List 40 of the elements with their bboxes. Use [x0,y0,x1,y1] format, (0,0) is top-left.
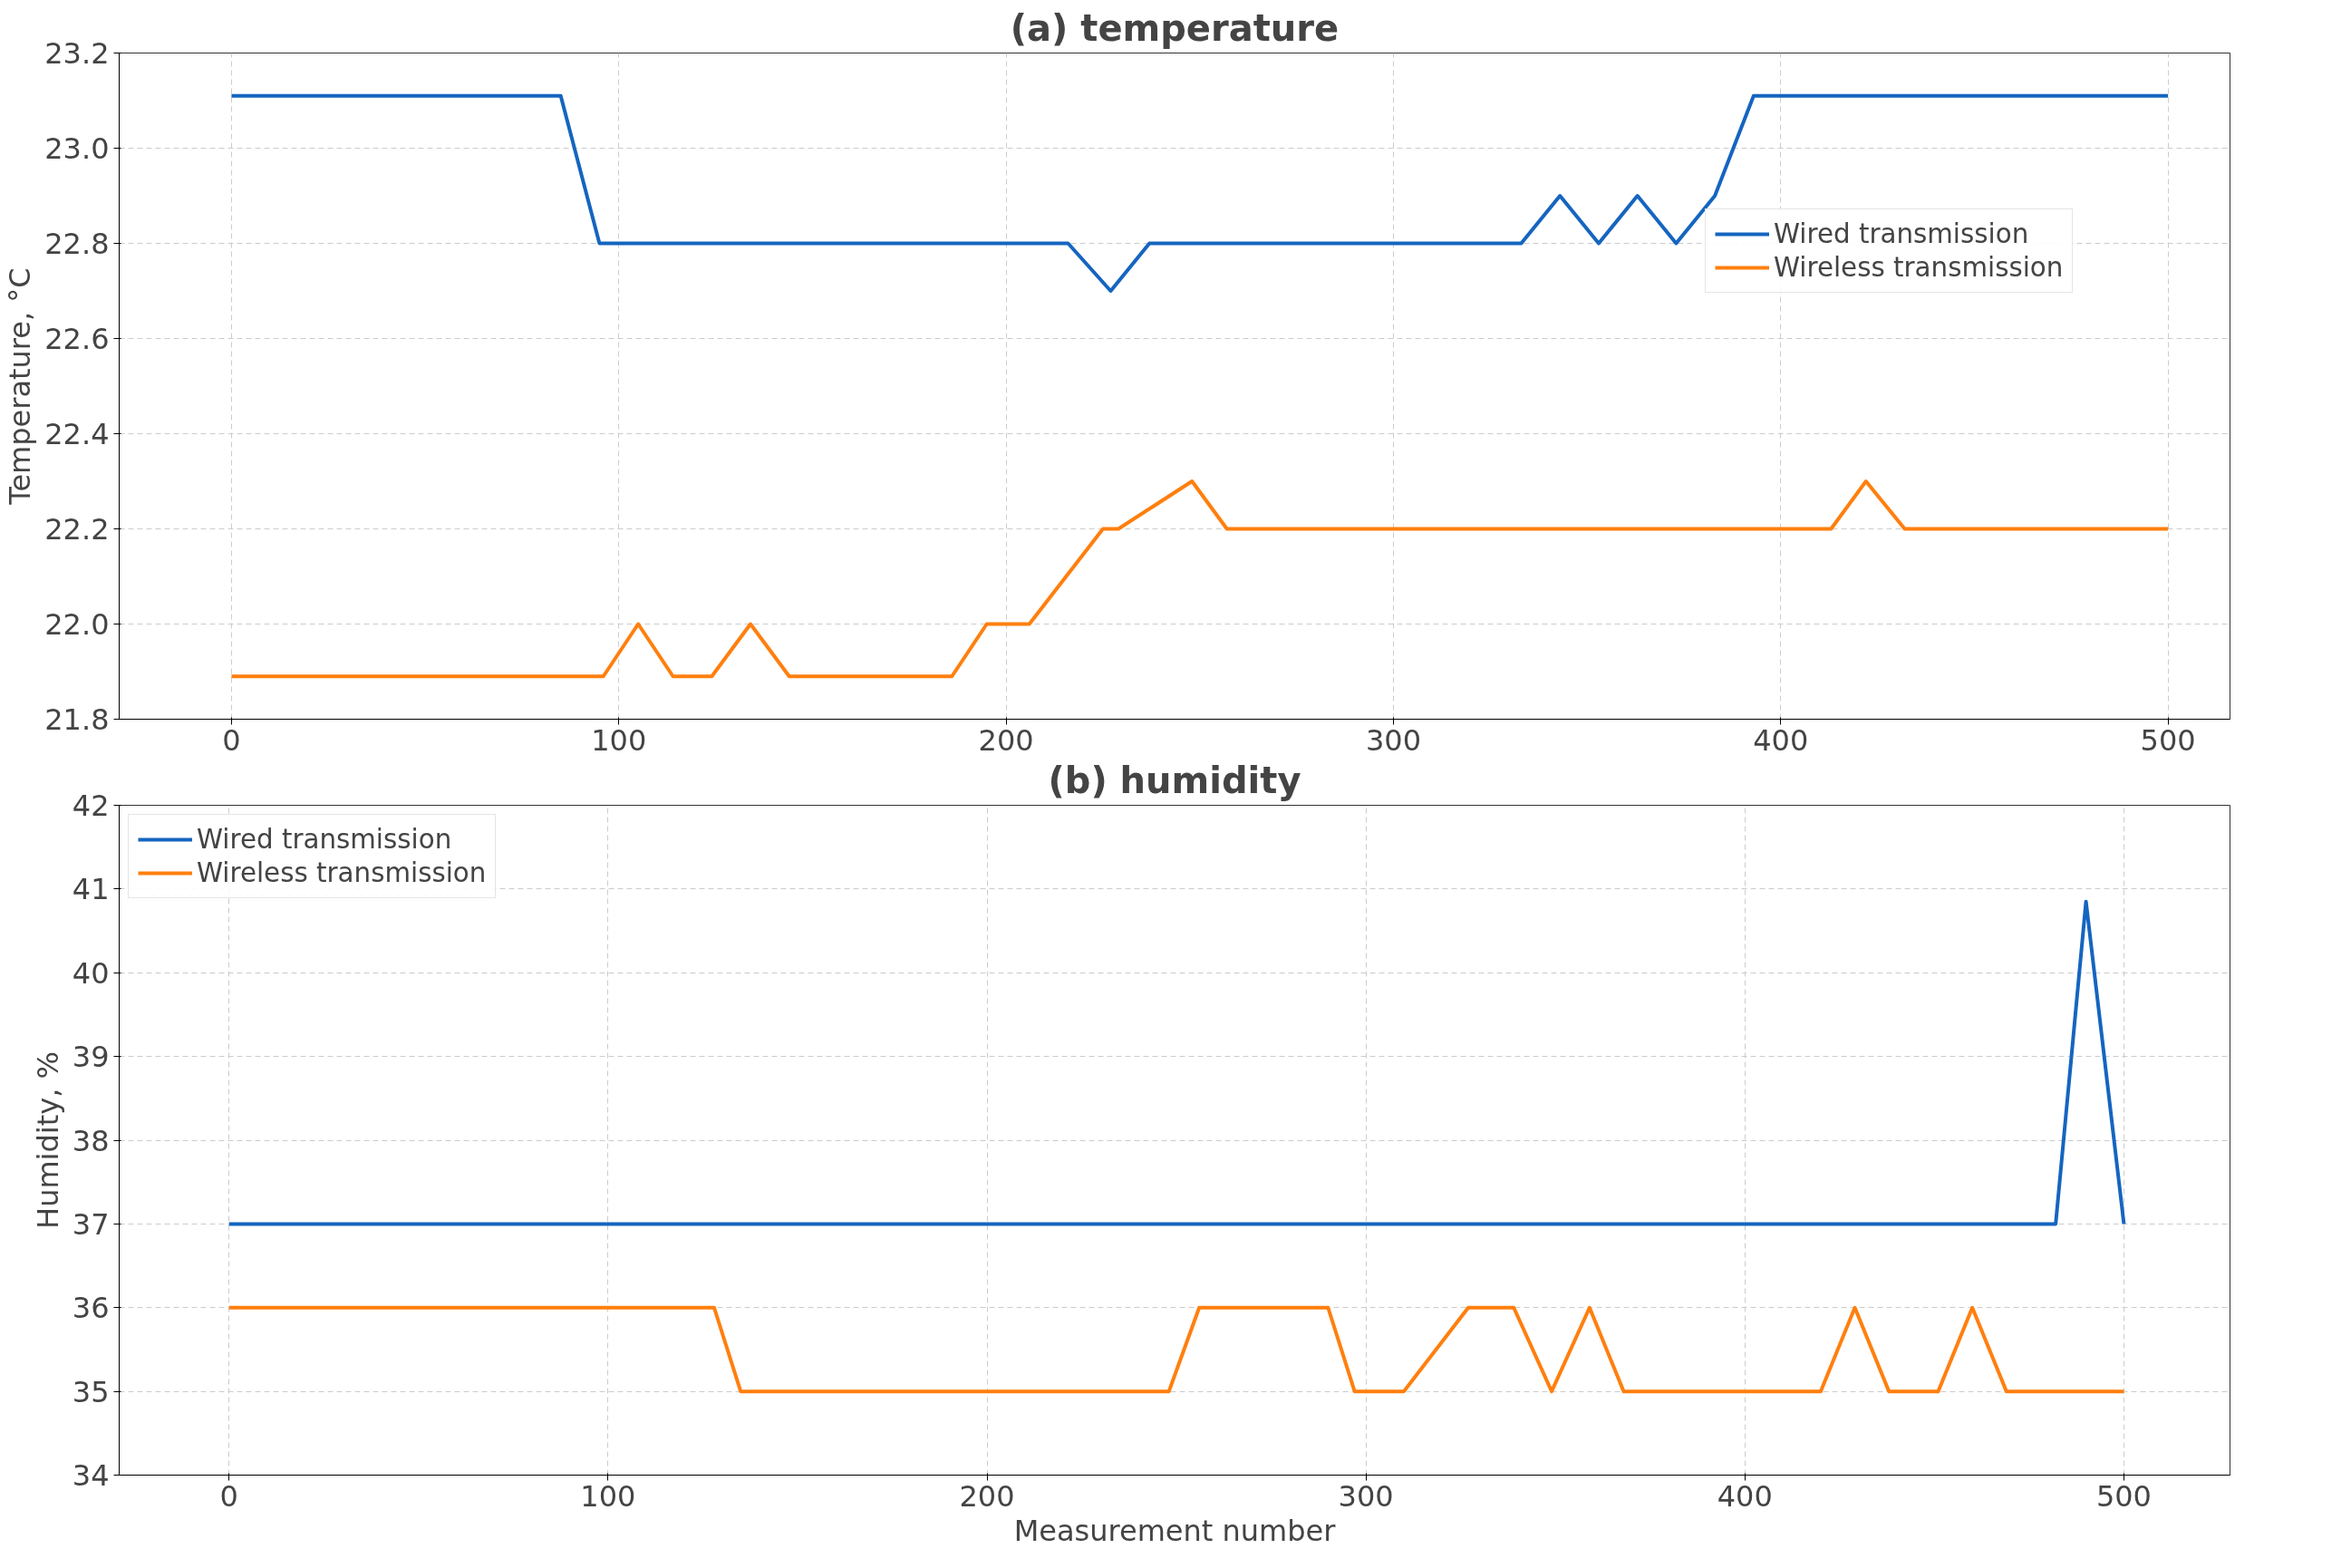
y-axis-title: Humidity, % [30,1051,65,1229]
x-tick-label: 500 [2140,722,2196,758]
x-tick-label: 400 [1717,1478,1773,1514]
line-series [229,479,2171,679]
legend-label: Wired transmission [197,824,452,855]
x-tick-label: 100 [580,1478,636,1514]
y-tick-label: 35 [72,1374,110,1409]
y-tick-label: 38 [72,1123,110,1158]
legend-label: Wired transmission [1774,218,2029,249]
y-tick-label: 22.4 [44,417,110,451]
line-series [229,93,2171,293]
x-tick-label: 200 [959,1478,1015,1514]
y-tick-label: 42 [72,789,110,823]
y-tick-label: 34 [72,1458,110,1493]
y-tick-label: 39 [72,1040,110,1075]
chart-title: (a) temperature [1010,6,1340,49]
x-tick-label: 300 [1338,1478,1394,1514]
x-tick-label: 400 [1753,722,1809,758]
x-tick-label: 100 [591,722,647,758]
x-axis-title: Measurement number [1013,1513,1337,1548]
x-tick-label: 0 [219,1478,238,1514]
y-tick-label: 23.0 [44,131,110,166]
x-tick-label: 0 [222,722,241,758]
chart-title: (b) humidity [1048,759,1301,801]
y-tick-label: 22.8 [44,227,110,261]
y-axis-title: Temperature, °C [3,267,38,506]
y-tick-label: 36 [72,1291,110,1326]
y-tick-label: 41 [72,872,110,907]
y-tick-label: 40 [72,955,110,991]
x-tick-label: 300 [1365,722,1421,758]
x-tick-label: 200 [978,722,1034,758]
legend-label: Wireless transmission [197,857,487,888]
y-tick-label: 21.8 [44,702,110,737]
y-tick-label: 23.2 [44,36,110,71]
y-tick-label: 22.2 [44,512,110,547]
x-tick-label: 500 [2095,1478,2152,1514]
y-tick-label: 22.6 [44,322,110,356]
y-tick-label: 22.0 [44,607,110,642]
y-tick-label: 37 [72,1206,110,1242]
legend-label: Wireless transmission [1774,252,2064,283]
